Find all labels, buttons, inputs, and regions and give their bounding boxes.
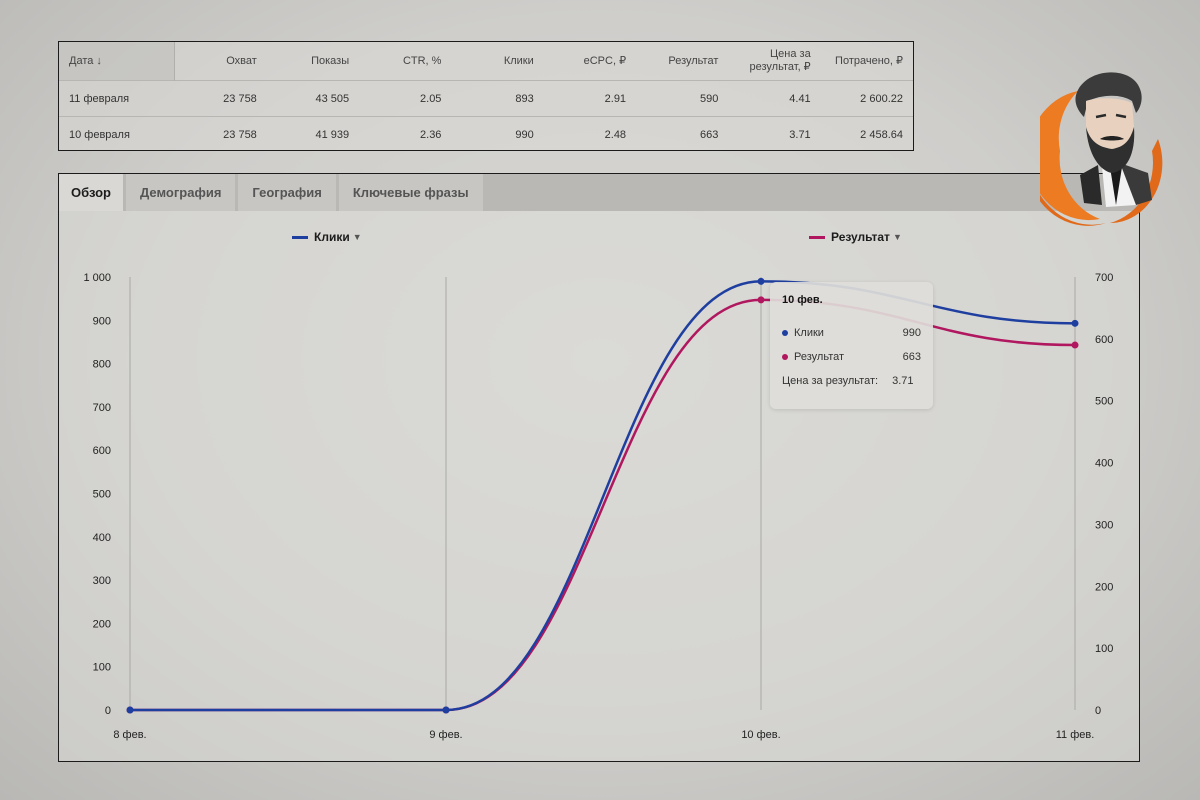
y-left-tick-label: 400 (93, 532, 111, 544)
cell-cost-per-result: 3.71 (728, 116, 821, 152)
y-left-tick-label: 700 (93, 402, 111, 414)
series-line-clicks (130, 280, 1076, 712)
legend-clicks-selector[interactable]: Клики ▼ (292, 230, 362, 244)
y-left-tick-label: 500 (93, 489, 111, 501)
tab-demography[interactable]: Демография (126, 174, 236, 211)
y-left-tick-label: 200 (93, 618, 111, 630)
line-chart: 0 100 200 300 400 500 600 700 800 900 1 000 0 100 200… (83, 272, 1113, 741)
data-point-clicks (1071, 319, 1079, 327)
col-header-reach[interactable]: Охват (226, 54, 257, 67)
table-header-row: Дата ↓ Охват Показы CTR, % Клики eCPC, ₽… (59, 42, 913, 81)
tooltip-result-label: Результат (794, 351, 845, 363)
legend-result-swatch (809, 235, 825, 239)
cell-spent: 2 458.64 (820, 116, 913, 152)
y-right-tick-label: 200 (1095, 581, 1113, 593)
x-tick-label: 8 фев. (113, 729, 146, 741)
table-row[interactable]: 10 февраля 23 758 41 939 2.36 990 2.48 6… (59, 116, 913, 152)
col-header-clicks[interactable]: Клики (503, 54, 534, 67)
cell-impressions: 41 939 (266, 116, 360, 152)
col-header-result[interactable]: Результат (668, 54, 719, 67)
legend-clicks-label: Клики (314, 230, 350, 244)
cell-reach: 23 758 (174, 80, 267, 117)
tooltip-row-clicks: Клики 990 (782, 327, 921, 339)
legend-result-label: Результат (831, 230, 890, 244)
cell-clicks: 990 (451, 116, 544, 152)
cell-ecpc: 2.48 (543, 116, 637, 152)
col-header-impressions[interactable]: Показы (311, 54, 350, 67)
tab-geography[interactable]: География (238, 174, 336, 211)
tab-keywords[interactable]: Ключевые фразы (338, 174, 483, 211)
col-header-date[interactable]: Дата ↓ (59, 42, 175, 81)
series-line-result (130, 298, 1076, 712)
cell-clicks: 893 (451, 80, 544, 117)
y-left-tick-label: 1 000 (83, 272, 111, 284)
cell-ctr: 2.05 (359, 80, 452, 117)
chart-panel: Обзор Демография География Ключевые фраз… (58, 173, 1140, 762)
cell-ecpc: 2.91 (543, 80, 637, 117)
stats-table: Дата ↓ Охват Показы CTR, % Клики eCPC, ₽… (58, 41, 914, 152)
cell-spent: 2 600.22 (820, 80, 913, 117)
col-header-ecpc[interactable]: eCPC, ₽ (583, 54, 627, 67)
col-header-spent[interactable]: Потрачено, ₽ (835, 54, 903, 67)
data-point-result (1071, 341, 1079, 349)
col-header-ctr[interactable]: CTR, % (402, 54, 442, 67)
y-right-tick-label: 100 (1095, 643, 1113, 655)
tab-bar: Обзор Демография География Ключевые фраз… (59, 174, 1139, 211)
y-right-tick-label: 0 (1095, 705, 1101, 717)
x-tick-label: 10 фев. (741, 729, 780, 741)
tooltip-row-cpr: Цена за результат: 3.71 (782, 375, 921, 387)
cell-cost-per-result: 4.41 (728, 80, 821, 117)
chevron-down-icon: ▼ (892, 232, 902, 242)
chart-tooltip: 10 фев. Клики 990 Результат 663 Цена за … (770, 282, 933, 409)
y-left-tick-label: 900 (93, 315, 111, 327)
tooltip-cpr-value: 3.71 (892, 375, 914, 387)
chevron-down-icon: ▼ (352, 232, 362, 242)
y-right-tick-label: 600 (1095, 334, 1113, 346)
tooltip-row-result: Результат 663 (782, 351, 921, 363)
cell-date: 11 февраля (59, 80, 175, 117)
data-point-clicks (442, 706, 450, 714)
data-point-result (757, 296, 765, 304)
y-left-tick-label: 300 (93, 575, 111, 587)
dot-icon (782, 354, 788, 360)
cell-result: 590 (636, 80, 729, 117)
y-right-tick-label: 300 (1095, 519, 1113, 531)
y-left-tick-label: 0 (105, 705, 111, 717)
data-point-clicks (757, 277, 765, 285)
legend-clicks-swatch (292, 235, 308, 239)
tab-overview[interactable]: Обзор (59, 174, 123, 211)
cell-result: 663 (636, 116, 729, 152)
tooltip-cpr-label: Цена за результат: (782, 375, 879, 387)
legend-result-selector[interactable]: Результат ▼ (809, 230, 902, 244)
data-point-clicks (126, 706, 134, 714)
y-right-tick-label: 500 (1095, 396, 1113, 408)
table-row[interactable]: 11 февраля 23 758 43 505 2.05 893 2.91 5… (59, 80, 913, 117)
avatar (1040, 72, 1163, 226)
y-right-tick-label: 700 (1095, 272, 1113, 284)
tooltip-clicks-value: 990 (902, 327, 921, 339)
x-tick-label: 9 фев. (429, 729, 462, 741)
tooltip-result-value: 663 (902, 351, 921, 363)
cell-impressions: 43 505 (266, 80, 360, 117)
y-right-tick-label: 400 (1095, 458, 1113, 470)
y-left-tick-label: 600 (93, 445, 111, 457)
x-tick-label: 11 фев. (1056, 729, 1095, 741)
y-left-tick-label: 100 (93, 662, 111, 674)
dot-icon (782, 330, 788, 336)
tooltip-title: 10 фев. (782, 294, 823, 306)
tooltip-clicks-label: Клики (794, 327, 824, 339)
cell-reach: 23 758 (174, 116, 267, 152)
col-header-cost-per-result[interactable]: Цена за результат, ₽ (749, 48, 811, 73)
y-left-tick-label: 800 (93, 359, 111, 371)
cell-date: 10 февраля (59, 116, 175, 152)
cell-ctr: 2.36 (359, 116, 452, 152)
